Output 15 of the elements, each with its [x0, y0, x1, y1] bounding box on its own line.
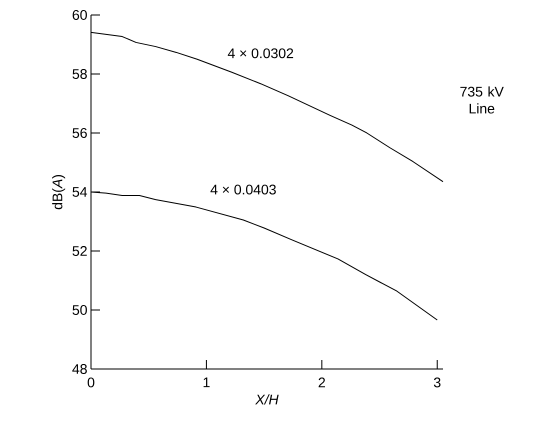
x-tick-label: 3 — [434, 378, 440, 388]
y-tick-label: 56 — [72, 128, 87, 138]
text: 735 kV Line — [460, 86, 504, 114]
y-tick-label: 54 — [72, 187, 88, 197]
x-tick-label: 1 — [204, 378, 210, 388]
x-axis-title: X/H — [255, 394, 279, 404]
y-tick-label: 60 — [72, 10, 87, 20]
y-tick-label: 58 — [72, 69, 87, 79]
series-label: 4 × 0.0403 — [210, 184, 276, 195]
series-label: 4 × 0.0302 — [228, 48, 294, 58]
x-tick-label: 0 — [88, 378, 94, 388]
y-tick-label: 52 — [72, 246, 87, 256]
x-tick-label: 2 — [318, 378, 326, 388]
y-tick-label: 50 — [72, 305, 87, 315]
y-tick-label: 48 — [72, 364, 87, 374]
